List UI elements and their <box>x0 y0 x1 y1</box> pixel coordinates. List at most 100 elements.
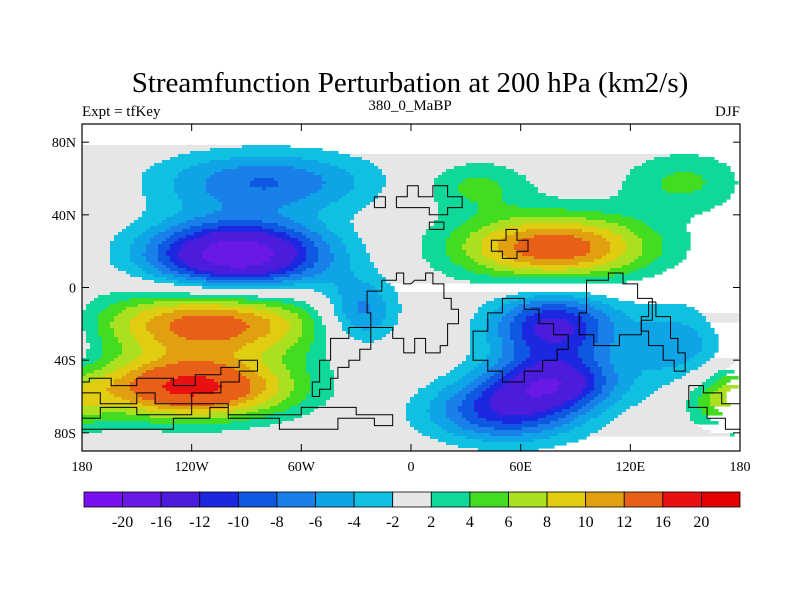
contour-cell <box>82 265 115 269</box>
contour-cell <box>302 325 315 329</box>
contour-cell <box>694 421 719 425</box>
coastline-segment <box>82 403 394 430</box>
contour-cell <box>170 256 179 260</box>
contour-cell <box>706 181 739 185</box>
contour-cell <box>514 346 531 350</box>
contour-cell <box>142 175 179 179</box>
contour-cell <box>446 406 459 410</box>
contour-cell <box>278 376 291 380</box>
contour-cell <box>586 376 595 380</box>
contour-cell <box>582 343 595 347</box>
contour-cell <box>514 352 531 356</box>
x-tick-label: 60W <box>288 460 316 475</box>
contour-cell <box>190 394 195 398</box>
colorbar-label: 6 <box>504 514 512 531</box>
contour-cell <box>334 370 451 374</box>
contour-cell <box>466 397 479 401</box>
contour-cell <box>602 427 703 431</box>
contour-cell <box>306 226 327 230</box>
contour-cell <box>86 307 107 311</box>
contour-cell <box>326 358 467 362</box>
contour-cell <box>302 322 315 326</box>
contour-cell <box>458 445 555 449</box>
contour-cell <box>186 268 199 272</box>
contour-cell <box>482 250 499 254</box>
contour-cell <box>546 409 563 413</box>
contour-cell <box>490 400 567 404</box>
contour-cell <box>590 241 611 245</box>
contour-cell <box>238 349 267 353</box>
contour-cell <box>594 307 615 311</box>
contour-cell <box>402 304 483 308</box>
contour-cell <box>246 298 295 302</box>
contour-cell <box>426 409 447 413</box>
contour-cell <box>426 232 451 236</box>
contour-cell <box>370 304 387 308</box>
contour-cell <box>358 211 439 215</box>
contour-cell <box>110 250 131 254</box>
contour-cell <box>82 307 87 311</box>
contour-cell <box>462 265 487 269</box>
contour-cell <box>310 382 335 386</box>
contour-cell <box>174 190 207 194</box>
contour-cell <box>702 337 719 341</box>
contour-cell <box>130 361 151 365</box>
contour-cell <box>178 361 215 365</box>
contour-cell <box>606 238 623 242</box>
contour-cell <box>614 403 639 407</box>
colorbar-label: -12 <box>189 514 210 531</box>
colorbar-swatch <box>701 491 741 508</box>
contour-cell <box>498 325 511 329</box>
contour-cell <box>202 256 271 260</box>
contour-cell <box>394 328 471 332</box>
contour-cell <box>286 226 307 230</box>
contour-cell <box>158 244 171 248</box>
contour-cell <box>662 238 691 242</box>
contour-cell <box>490 376 503 380</box>
contour-cell <box>362 328 371 332</box>
contour-cell <box>638 268 667 272</box>
contour-cell <box>110 391 135 395</box>
contour-cell <box>86 355 103 359</box>
contour-cell <box>462 400 475 404</box>
contour-cell <box>362 241 423 245</box>
contour-cell <box>302 157 363 161</box>
contour-cell <box>614 334 699 338</box>
contour-cell <box>306 394 335 398</box>
contour-cell <box>114 319 131 323</box>
colorbar-swatch <box>199 491 239 508</box>
contour-cell <box>142 172 179 176</box>
contour-cell <box>722 385 739 389</box>
contour-cell <box>318 211 359 215</box>
contour-cell <box>414 394 439 398</box>
contour-cell <box>330 361 463 365</box>
contour-cell <box>146 229 167 233</box>
colorbar-swatch <box>392 491 432 508</box>
contour-cell <box>322 292 339 296</box>
contour-cell <box>438 376 463 380</box>
contour-cell <box>250 184 279 188</box>
contour-cell <box>554 427 575 431</box>
contour-cell <box>110 256 131 260</box>
contour-cell <box>302 331 315 335</box>
contour-cell <box>82 145 243 149</box>
contour-cell <box>158 406 227 410</box>
contour-cell <box>230 415 267 419</box>
contour-cell <box>646 223 687 227</box>
contour-cell <box>622 214 695 218</box>
contour-cell <box>686 400 699 404</box>
contour-cell <box>614 385 631 389</box>
contour-cell <box>370 202 439 206</box>
contour-cell <box>282 400 303 404</box>
contour-cell <box>318 232 335 236</box>
contour-cell <box>322 322 343 326</box>
contour-cell <box>562 409 579 413</box>
contour-cell <box>218 220 263 224</box>
contour-cell <box>162 160 211 164</box>
contour-cell <box>122 343 139 347</box>
contour-cell <box>490 346 503 350</box>
contour-cell <box>130 406 159 410</box>
contour-cell <box>574 418 591 422</box>
contour-cell <box>174 184 207 188</box>
contour-cell <box>474 409 495 413</box>
